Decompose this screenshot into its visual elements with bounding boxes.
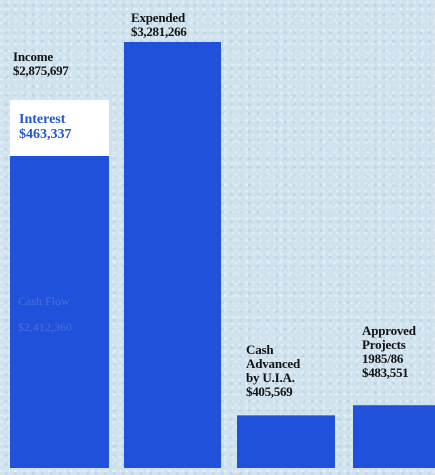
bar-label-cash-advanced: Cash Advanced by U.I.A. $405,569 xyxy=(246,343,300,399)
cash-flow-segment-value: $2,412,360 xyxy=(18,320,72,334)
bar-label-expended: Expended $3,281,266 xyxy=(131,11,187,39)
bar-label-line: Expended xyxy=(131,10,186,25)
bar-2 xyxy=(237,415,335,468)
bar-label-line: Income xyxy=(13,49,53,64)
bar-1 xyxy=(124,42,221,468)
interest-segment-value: $463,337 xyxy=(19,127,72,142)
bar-label-income: Income $2,875,697 xyxy=(13,50,69,78)
bar-label-line: Advanced xyxy=(246,356,301,371)
bar-label-line: Cash xyxy=(246,342,274,357)
bar-0 xyxy=(10,156,109,468)
bar-value-label: $405,569 xyxy=(246,384,293,399)
cash-flow-segment-label: Cash Flow xyxy=(18,294,70,308)
bar-value-label: $2,875,697 xyxy=(13,63,69,78)
bar-label-line: Projects xyxy=(362,337,406,352)
bar-3 xyxy=(353,405,435,468)
interest-segment-label: Interest xyxy=(19,112,66,127)
bar-value-label: $3,281,266 xyxy=(131,24,187,39)
bar-label-approved-projects: Approved Projects 1985/86 $483,551 xyxy=(362,324,416,380)
interest-segment: Interest $463,337 xyxy=(10,100,109,156)
bar-label-line: by U.I.A. xyxy=(246,370,295,385)
bar-label-line: Approved xyxy=(362,323,416,338)
bars-group xyxy=(10,42,435,468)
bar-label-line: 1985/86 xyxy=(362,351,404,366)
bar-value-label: $483,551 xyxy=(362,365,409,380)
